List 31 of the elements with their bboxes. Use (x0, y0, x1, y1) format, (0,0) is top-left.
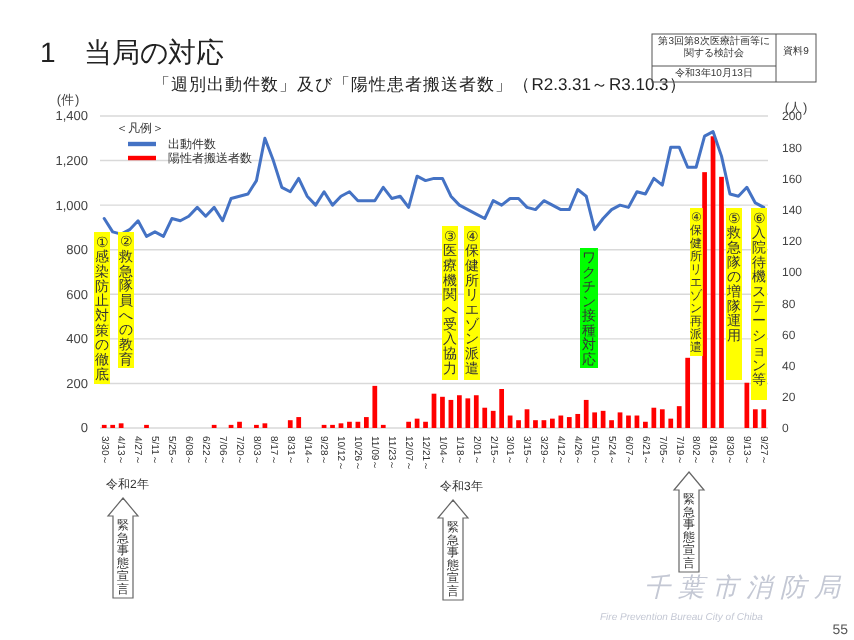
bar (516, 420, 521, 428)
bar (440, 396, 445, 428)
bar (423, 421, 428, 428)
chart-title: 1 当局の対応 (40, 36, 224, 68)
bar (347, 421, 352, 428)
bar (558, 415, 564, 428)
bar (659, 409, 665, 428)
bar (575, 413, 581, 428)
bar (499, 389, 505, 428)
bar (372, 385, 378, 428)
bar (744, 382, 750, 428)
bar (685, 357, 691, 428)
bar (583, 399, 589, 428)
bar (296, 417, 302, 428)
bar (609, 420, 614, 428)
bar (626, 415, 631, 428)
bar (473, 395, 479, 428)
line-series (102, 130, 766, 238)
bar (651, 407, 657, 428)
chart-subtitle: 「週別出動件数」及び「陽性患者搬送者数」（R2.3.31～R3.10.3） (153, 74, 687, 94)
text: 千葉市消防局 (644, 572, 848, 602)
bar (533, 420, 538, 428)
bar (550, 418, 555, 428)
bar (457, 395, 462, 428)
bar (761, 409, 767, 428)
bar (237, 421, 242, 428)
bar (406, 421, 411, 428)
bar (287, 420, 293, 428)
bar (566, 417, 572, 428)
bar (752, 409, 758, 428)
bar (465, 398, 471, 428)
